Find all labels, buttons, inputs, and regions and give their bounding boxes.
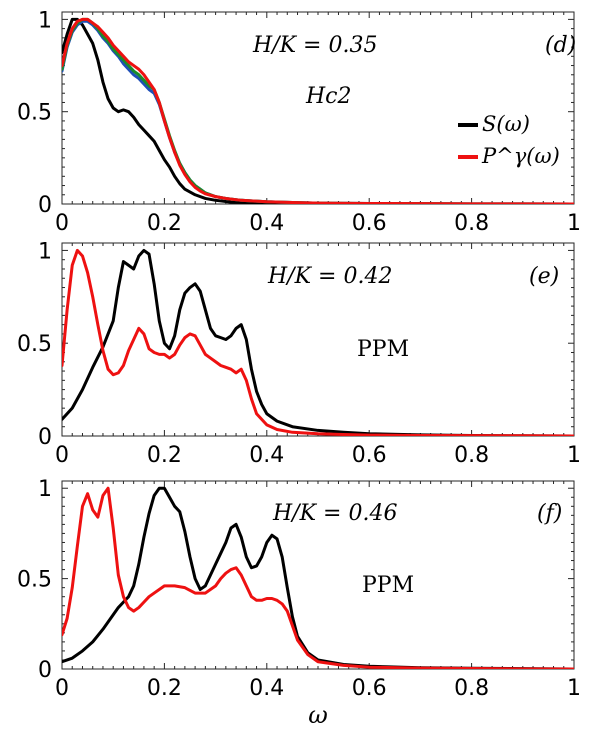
x-tick-label: 0 (55, 443, 69, 468)
panel-d: 0 0.2 0.4 0.6 0.8 1 0 0.5 1 H/K = 0.35 (d) Hc2 S(ω) P… (17, 8, 581, 236)
panel-label: (d) (545, 33, 576, 58)
x-tick-label: 0.6 (352, 211, 387, 236)
y-tick-label: 1 (38, 477, 52, 502)
panel-label: (e) (529, 264, 559, 289)
panel-label: (f) (537, 501, 562, 526)
ticks (61, 243, 575, 437)
panel-f: 0 0.2 0.4 0.6 0.8 1 0 0.5 1 H/K = 0.46 (f) PPM ω (17, 477, 581, 729)
series-group (62, 248, 574, 436)
x-tick-label: 1 (567, 676, 581, 701)
series-line-p-gamma (62, 248, 574, 436)
x-tick-label: 0.2 (147, 443, 182, 468)
x-tick-label: 0 (55, 211, 69, 236)
field-annotation: H/K = 0.42 (267, 264, 392, 289)
series-line-p-gamma (62, 486, 574, 669)
ticks (61, 481, 575, 670)
x-tick-label: 0.2 (147, 676, 182, 701)
x-tick-label: 0.8 (454, 443, 489, 468)
x-tick-label: 1 (567, 211, 581, 236)
phase-label: PPM (362, 573, 414, 598)
legend: S(ω) P^γ(ω) (458, 112, 560, 168)
y-tick-label: 0.5 (17, 568, 52, 593)
y-tick-label: 1 (38, 239, 52, 264)
field-annotation: H/K = 0.46 (272, 501, 397, 526)
phase-label: Hc2 (305, 84, 352, 109)
series-group (62, 486, 574, 669)
y-tick-label: 1 (38, 8, 52, 33)
phase-label: PPM (357, 337, 409, 362)
panel-e: 0 0.2 0.4 0.6 0.8 1 0 0.5 1 H/K = 0.42 (e) PPM (17, 239, 581, 468)
x-tick-label: 0.4 (249, 211, 284, 236)
field-annotation: H/K = 0.35 (252, 33, 377, 58)
x-tick-label: 0.8 (454, 676, 489, 701)
x-axis-label: ω (308, 701, 328, 729)
legend-entry: P^γ(ω) (481, 144, 560, 168)
series-line-p-gamma (62, 17, 574, 204)
y-tick-label: 0 (38, 658, 52, 683)
y-tick-label: 0 (38, 425, 52, 450)
series-line-s-omega (62, 486, 574, 669)
series-line-s-omega (62, 248, 574, 436)
y-tick-label: 0.5 (17, 332, 52, 357)
x-tick-label: 0.6 (352, 676, 387, 701)
x-tick-label: 0.2 (147, 211, 182, 236)
x-tick-label: 0.6 (352, 443, 387, 468)
legend-entry: S(ω) (482, 112, 530, 136)
y-tick-label: 0 (38, 193, 52, 218)
x-tick-label: 0 (55, 676, 69, 701)
series-group (62, 17, 574, 204)
x-tick-label: 0.4 (249, 443, 284, 468)
x-tick-label: 0.8 (454, 211, 489, 236)
x-tick-label: 1 (567, 443, 581, 468)
x-tick-label: 0.4 (249, 676, 284, 701)
y-tick-label: 0.5 (17, 101, 52, 126)
